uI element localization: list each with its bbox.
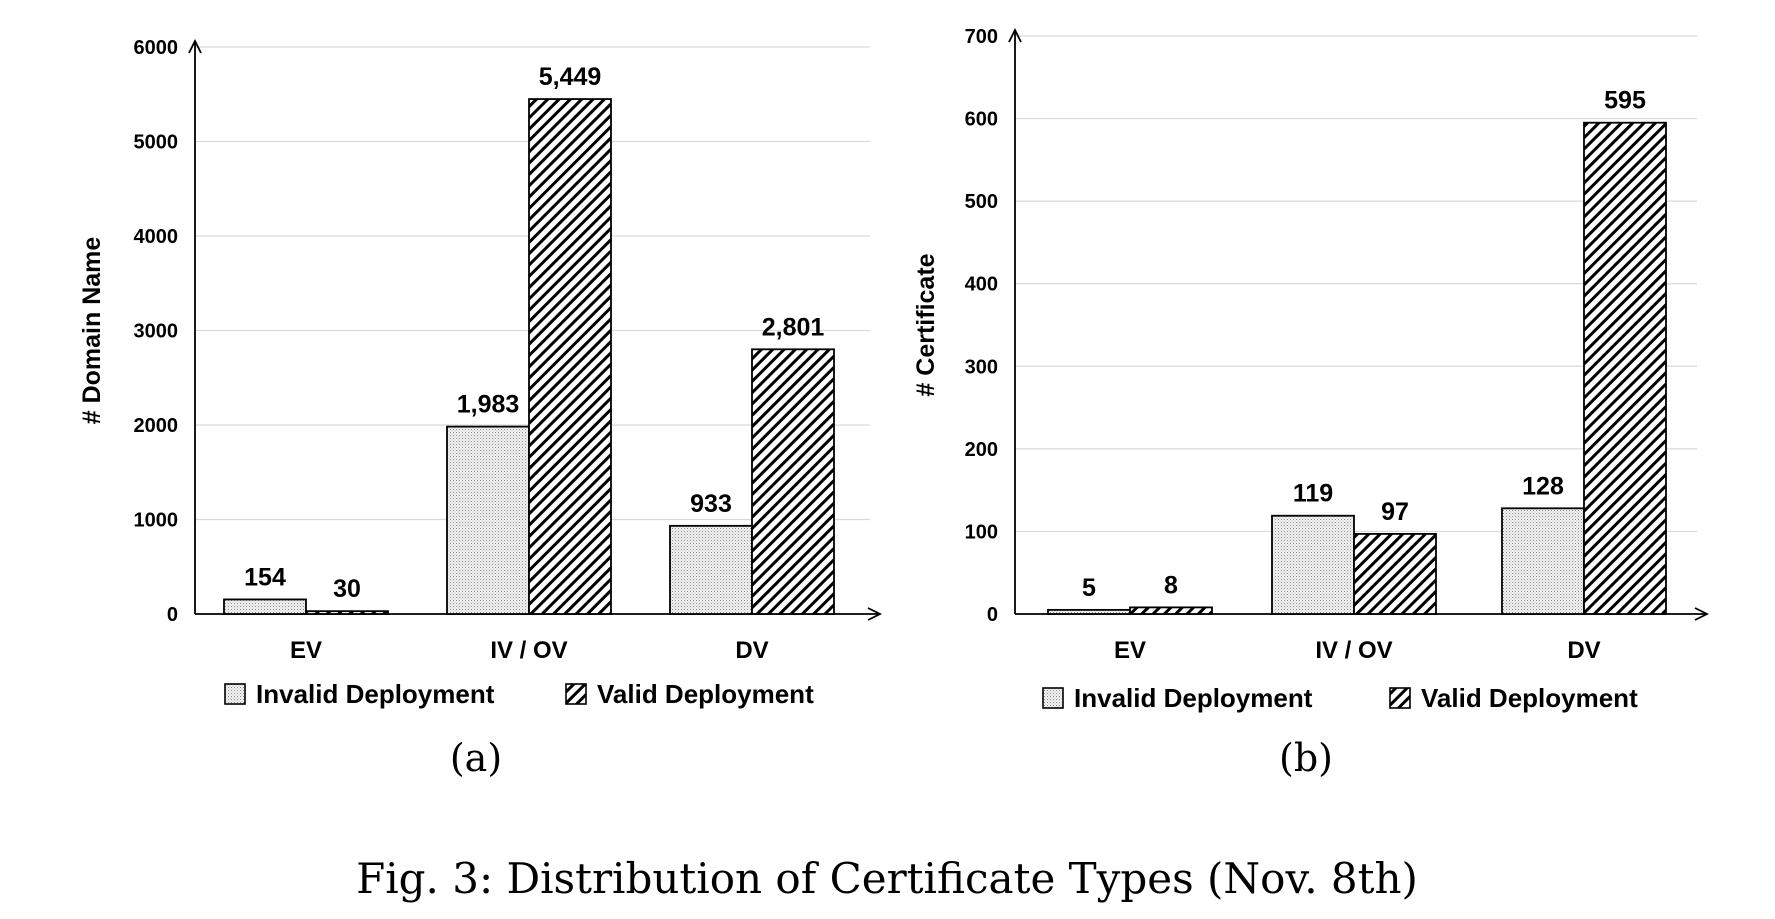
x-axis-arrow bbox=[867, 607, 883, 621]
y-tick-label: 0 bbox=[987, 604, 998, 626]
x-tick-label: EV bbox=[290, 637, 322, 664]
legend: Invalid Deployment Valid Deployment bbox=[1042, 683, 1638, 713]
y-tick-label: 200 bbox=[965, 439, 998, 461]
x-axis-arrow bbox=[1694, 607, 1710, 621]
legend-swatch-invalid bbox=[224, 683, 246, 705]
y-tick-label: 400 bbox=[965, 274, 998, 296]
y-tick-label: 500 bbox=[965, 191, 998, 213]
data-label: 1,983 bbox=[457, 391, 520, 419]
y-tick-label: 4000 bbox=[134, 226, 179, 248]
y-tick-label: 700 bbox=[965, 26, 998, 48]
y-tick-label: 3000 bbox=[134, 321, 179, 343]
y-tick-label: 1000 bbox=[134, 510, 179, 532]
legend-label: Invalid Deployment bbox=[256, 679, 495, 709]
legend-label: Invalid Deployment bbox=[1074, 683, 1313, 713]
y-tick-label: 6000 bbox=[134, 37, 179, 59]
bar-valid-deployment bbox=[751, 348, 835, 615]
y-axis-label: # Domain Name bbox=[78, 237, 106, 425]
bar-valid-deployment bbox=[528, 98, 612, 615]
panel-label: (b) bbox=[1279, 736, 1333, 780]
data-label: 595 bbox=[1604, 87, 1646, 115]
data-label: 933 bbox=[690, 490, 732, 518]
y-tick-label: 0 bbox=[167, 604, 178, 626]
data-label: 154 bbox=[244, 563, 286, 591]
y-tick-label: 600 bbox=[965, 109, 998, 131]
x-tick-label: EV bbox=[1114, 637, 1146, 664]
data-label: 8 bbox=[1164, 571, 1178, 599]
y-tick-label: 2000 bbox=[134, 415, 179, 437]
panel-label: (a) bbox=[450, 736, 502, 780]
y-axis-arrow bbox=[188, 38, 202, 54]
data-label: 119 bbox=[1293, 480, 1333, 508]
bar-invalid-deployment bbox=[1271, 514, 1355, 615]
data-label: 5,449 bbox=[539, 63, 602, 91]
y-axis-arrow bbox=[1008, 27, 1022, 43]
legend-label: Valid Deployment bbox=[1421, 683, 1638, 713]
legend-swatch-valid bbox=[1389, 687, 1411, 709]
legend-swatch-valid bbox=[565, 683, 587, 705]
y-tick-label: 300 bbox=[965, 356, 998, 378]
x-tick-label: DV bbox=[735, 637, 768, 664]
bar-valid-deployment bbox=[1583, 121, 1667, 615]
bar-valid-deployment bbox=[1129, 606, 1213, 615]
chart-panel-b: 0 100 200 300 400 500 600 700 # Certificate 5 8 EV 1… bbox=[912, 26, 1710, 780]
bar-invalid-deployment bbox=[446, 425, 530, 615]
legend-label: Valid Deployment bbox=[597, 679, 814, 709]
legend: Invalid Deployment Valid Deployment bbox=[224, 679, 814, 709]
x-tick-label: IV / OV bbox=[1315, 637, 1392, 664]
legend-swatch-invalid bbox=[1042, 687, 1064, 709]
chart-panel-a: 0 1000 2000 3000 4000 5000 6000 # Domain Name 15… bbox=[78, 37, 883, 780]
y-tick-label: 100 bbox=[965, 521, 998, 543]
data-label: 128 bbox=[1522, 472, 1564, 500]
bar-valid-deployment bbox=[1353, 533, 1437, 615]
bar-invalid-deployment bbox=[223, 598, 307, 615]
bar-invalid-deployment bbox=[1047, 608, 1131, 615]
data-label: 2,801 bbox=[762, 313, 825, 341]
data-label: 97 bbox=[1381, 498, 1409, 526]
x-tick-label: IV / OV bbox=[490, 637, 567, 664]
y-axis-label: # Certificate bbox=[912, 253, 940, 396]
data-label: 30 bbox=[333, 575, 361, 603]
x-tick-label: DV bbox=[1567, 637, 1600, 664]
bar-invalid-deployment bbox=[669, 524, 753, 615]
data-label: 5 bbox=[1082, 574, 1096, 602]
figure-caption: Fig. 3: Distribution of Certificate Type… bbox=[356, 854, 1418, 903]
y-tick-label: 5000 bbox=[134, 132, 179, 154]
bar-invalid-deployment bbox=[1501, 507, 1585, 615]
bar-valid-deployment bbox=[305, 610, 389, 615]
